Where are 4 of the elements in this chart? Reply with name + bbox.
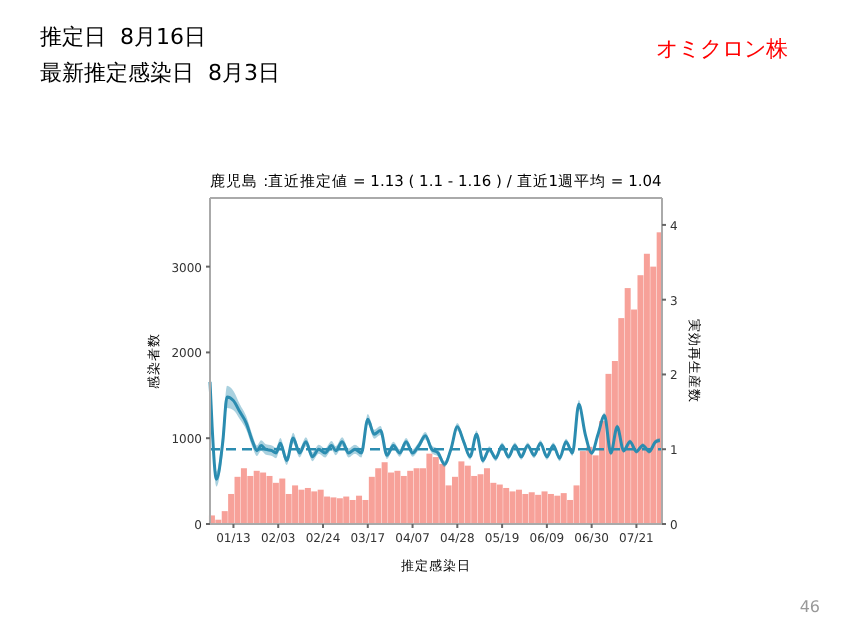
text: 最新推定感染日 8月3日 (40, 60, 280, 86)
text: オミクロン株 (656, 36, 788, 62)
text: 46 (799, 598, 820, 616)
text: 推定日 8月16日 (40, 24, 206, 50)
